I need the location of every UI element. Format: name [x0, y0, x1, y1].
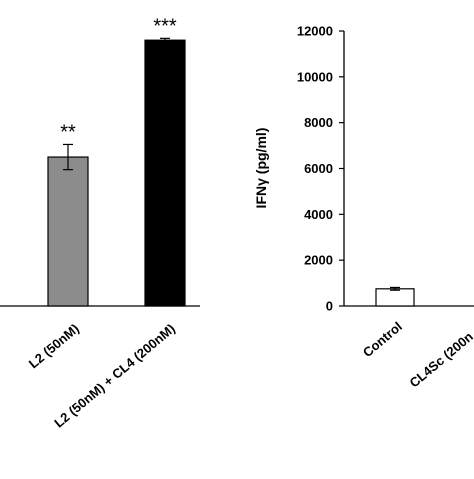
right-y-tick-label-6: 12000 [297, 24, 333, 39]
left-chart-panel: ***** L2 (50nM) L2 (50nM) + CL4 (200nM) [0, 15, 200, 431]
right-y-tick-label-4: 8000 [304, 115, 333, 130]
left-bar-1 [144, 39, 186, 307]
right-y-tick-label-0: 0 [326, 299, 333, 314]
right-y-tick-label-2: 4000 [304, 207, 333, 222]
left-significance-1: *** [153, 15, 177, 37]
right-category-label-0: Control [360, 319, 405, 360]
right-chart-panel: IFNγ (pg/ml) 0 2000 4000 6000 8000 10000 12000… [253, 24, 474, 391]
right-bar-0 [375, 288, 415, 307]
left-significance-0: ** [60, 121, 76, 143]
right-category-label-1: CL4Sc (200n [406, 329, 474, 391]
left-bar-0 [47, 156, 89, 307]
right-y-tick-label-5: 10000 [297, 69, 333, 84]
left-category-label-0: L2 (50nM) [26, 321, 82, 371]
right-y-axis-label: IFNγ (pg/ml) [253, 128, 269, 209]
right-y-tick-label-1: 2000 [304, 253, 333, 268]
right-y-tick-label-3: 6000 [304, 161, 333, 176]
